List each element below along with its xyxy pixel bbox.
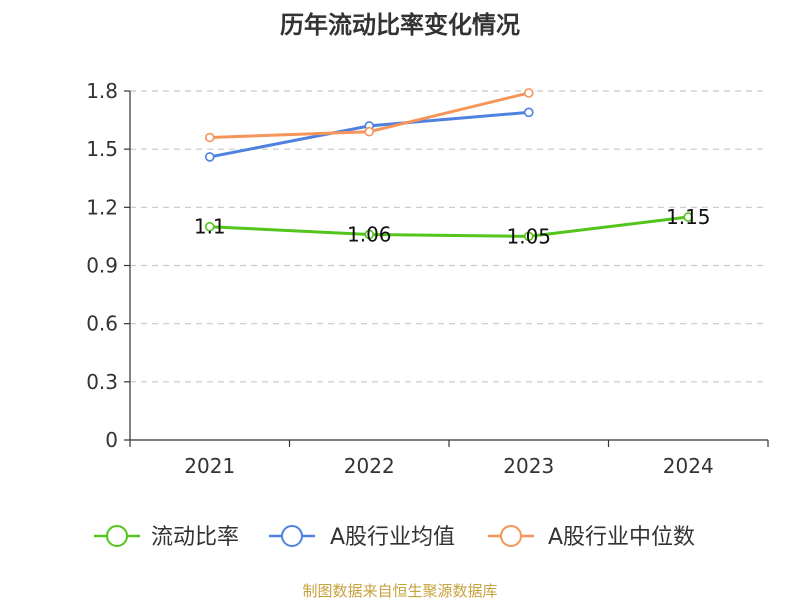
source-note: 制图数据来自恒生聚源数据库	[302, 582, 497, 600]
y-tick-label: 1.8	[86, 79, 118, 103]
data-point	[523, 107, 534, 118]
data-point	[204, 152, 215, 162]
y-tick-label: 0	[105, 428, 118, 452]
y-tick-label: 0.6	[86, 312, 118, 336]
chart-title: 历年流动比率变化情况	[280, 11, 520, 39]
data-label: 1.15	[666, 205, 711, 229]
data-label: 1.1	[194, 215, 226, 239]
y-tick-label: 0.9	[86, 254, 118, 278]
legend-item[interactable]: 流动比率	[94, 525, 239, 550]
legend-marker	[281, 525, 303, 547]
series-line	[209, 215, 689, 238]
legend-label: A股行业均值	[330, 525, 455, 550]
series-group	[204, 88, 694, 242]
data-point	[523, 88, 534, 98]
y-tick-label: 0.3	[86, 370, 118, 394]
data-point	[364, 126, 375, 137]
legend-marker	[106, 525, 128, 547]
data-label: 1.06	[347, 222, 392, 246]
data-point	[683, 212, 694, 222]
data-labels: 1.1 1.06 1.05 1.15	[194, 205, 711, 248]
y-tick-label: 1.2	[86, 195, 118, 219]
legend-item[interactable]: A股行业均值	[269, 525, 455, 550]
legend-label: 流动比率	[151, 525, 239, 550]
data-point	[204, 221, 215, 232]
axes: 0 0.3 0.6 0.9 1.2 1.5 1.8 2021 2022 2023 2024	[86, 79, 769, 478]
data-point	[523, 231, 534, 242]
data-point	[364, 229, 375, 240]
legend-marker	[500, 525, 522, 547]
legend-item[interactable]: A股行业中位数	[488, 525, 695, 550]
data-label: 1.05	[506, 224, 551, 248]
x-tick-label: 2023	[503, 454, 554, 478]
grid-lines	[130, 90, 768, 383]
x-tick-label: 2022	[344, 454, 395, 478]
x-tick-label: 2021	[184, 454, 235, 478]
legend-label: A股行业中位数	[548, 525, 695, 550]
y-tick-label: 1.5	[86, 137, 118, 161]
data-point	[204, 132, 215, 143]
legend[interactable]: 流动比率 A股行业均值 A股行业中位数	[94, 525, 695, 550]
x-tick-label: 2024	[663, 454, 714, 478]
